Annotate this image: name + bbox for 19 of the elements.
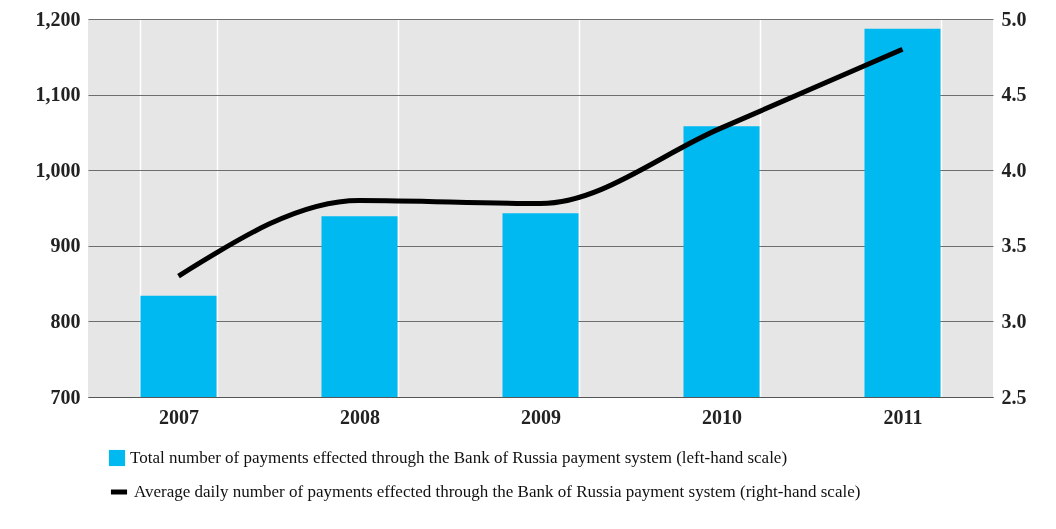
y-tick-label: 1,100: [35, 83, 81, 106]
y-tick-label: 800: [50, 309, 81, 332]
x-tick-label: 2009: [521, 405, 561, 428]
y2-tick-label: 5.0: [1001, 7, 1027, 30]
y2-tick-label: 3.0: [1001, 309, 1027, 332]
x-tick-label: 2011: [883, 405, 923, 428]
legend-label: Total number of payments effected through the Bank of Russia payment system (left-hand scale): [130, 448, 788, 467]
x-tick-label: 2010: [702, 405, 742, 428]
x-tick-label: 2008: [340, 405, 380, 428]
y-tick-label: 700: [50, 385, 81, 408]
y2-tick-label: 2.5: [1001, 385, 1027, 408]
y2-tick-label: 4.0: [1001, 158, 1027, 181]
y-tick-label: 1,000: [35, 158, 81, 181]
legend-label: Average daily number of payments effected through the Bank of Russia payment system (right-hand scale): [134, 482, 861, 501]
y2-tick-label: 3.5: [1001, 234, 1027, 257]
y-tick-label: 1,200: [35, 7, 81, 30]
y-tick-label: 900: [50, 234, 81, 257]
y2-tick-label: 4.5: [1001, 83, 1027, 106]
x-tick-label: 2007: [159, 405, 199, 428]
